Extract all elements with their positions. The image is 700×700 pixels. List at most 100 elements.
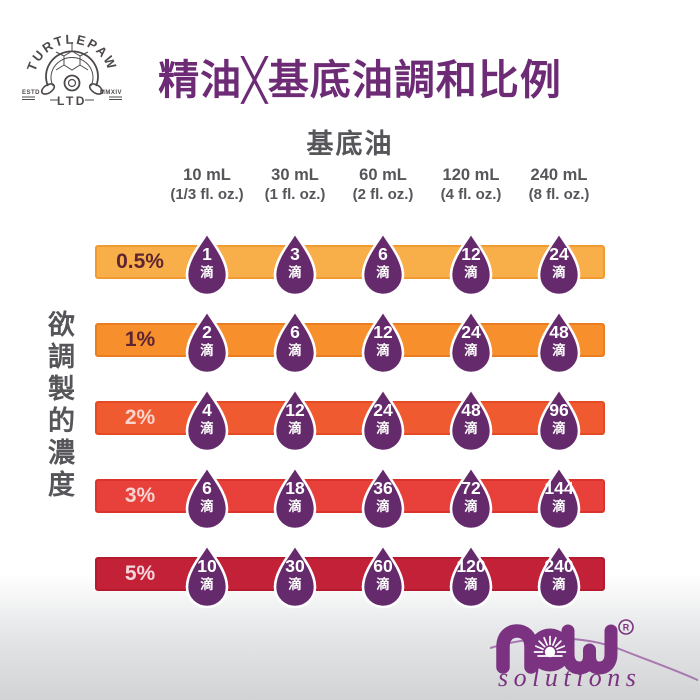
column-volume: 10 mL [183,166,231,184]
drop-count-0.5%-240mL: 24 滴 [532,230,586,299]
drop-number: 6 [202,478,212,498]
drop-number: 1 [202,244,212,264]
dilution-percent-label: 0.5% [116,250,164,273]
drop-number: 120 [456,556,486,576]
column-ounces: (4 fl. oz.) [440,186,502,203]
drop-unit: 滴 [200,265,214,280]
dilution-bar-2%: 2% [95,401,605,435]
drop-unit: 滴 [288,265,302,280]
drop-count-1%-240mL: 48 滴 [532,308,586,377]
drop-number: 10 [197,556,217,576]
drop-number: 48 [461,400,481,420]
drop-count-1%-60mL: 12 滴 [356,308,410,377]
droplet-icon [185,386,229,453]
column-header-240-ml: 240 mL (8 fl. oz.) [529,166,590,204]
drop-unit: 滴 [464,265,478,280]
drop-number: 2 [202,322,212,342]
drop-number: 48 [549,322,569,342]
droplet-icon [537,308,581,375]
turtle-icon [40,43,104,95]
drop-count-2%-30mL: 12 滴 [268,386,322,455]
drop-count-2%-60mL: 24 滴 [356,386,410,455]
drop-count-5%-60mL: 60 滴 [356,542,410,611]
column-ounces: (1/3 fl. oz.) [170,186,244,203]
drop-unit: 滴 [552,421,566,436]
droplet-icon [185,308,229,375]
droplet-icon [273,230,317,297]
drop-count-5%-30mL: 30 滴 [268,542,322,611]
droplet-icon [449,308,493,375]
droplet-icon [361,308,405,375]
drop-unit: 滴 [200,421,214,436]
droplet-icon [361,464,405,531]
droplet-icon [361,386,405,453]
drop-count-3%-240mL: 144 滴 [532,464,586,533]
concentration-axis-label: 欲調製的濃度 [44,310,74,502]
brand-estd-text: ESTD [22,90,40,96]
drop-number: 12 [373,322,393,342]
dilution-bar-3%: 3% [95,479,605,513]
column-ounces: (1 fl. oz.) [264,186,326,203]
column-header-120-ml: 120 mL (4 fl. oz.) [441,166,502,204]
svg-text:R: R [623,623,630,633]
droplet-icon [361,542,405,609]
droplet-icon [449,386,493,453]
droplet-icon [537,464,581,531]
page-title: 精油╳基底油調和比例 [158,57,562,103]
drop-number: 240 [544,556,574,576]
drop-number: 36 [373,478,393,498]
column-header-30-ml: 30 mL (1 fl. oz.) [265,166,326,204]
drop-number: 3 [290,244,300,264]
drop-number: 6 [378,244,388,264]
dilution-bar-1%: 1% [95,323,605,357]
column-volume: 60 mL [359,166,407,184]
dilution-bar-5%: 5% [95,557,605,591]
droplet-icon [537,386,581,453]
drop-unit: 滴 [200,499,214,514]
drop-count-3%-120mL: 72 滴 [444,464,498,533]
drop-unit: 滴 [376,577,390,592]
drop-unit: 滴 [464,421,478,436]
now-solutions-logo: R solutions [490,619,698,692]
dilution-percent-label: 5% [124,562,156,585]
drop-number: 24 [549,244,569,264]
registered-mark: R [618,619,634,635]
now-wordmark [496,624,618,675]
drop-unit: 滴 [376,265,390,280]
solutions-text: solutions [498,663,641,692]
droplet-icon [449,464,493,531]
column-volume: 240 mL [530,166,588,184]
drop-unit: 滴 [552,265,566,280]
drop-count-3%-60mL: 36 滴 [356,464,410,533]
droplet-icon [361,230,405,297]
drop-number: 4 [202,400,212,420]
drop-unit: 滴 [376,343,390,358]
turtlepaw-logo: TURTLEPAW LTD ESTD MMXIV [22,32,122,108]
drop-unit: 滴 [376,499,390,514]
droplet-icon [449,230,493,297]
brand-year-text: MMXIV [100,90,122,96]
drop-number: 144 [544,478,574,498]
drop-count-2%-120mL: 48 滴 [444,386,498,455]
drop-count-5%-10mL: 10 滴 [180,542,234,611]
drop-count-0.5%-120mL: 12 滴 [444,230,498,299]
dilution-percent-label: 3% [124,484,156,507]
drop-number: 24 [373,400,393,420]
drop-unit: 滴 [552,499,566,514]
carrier-oil-header: 基底油 [306,129,394,159]
droplet-icon [185,542,229,609]
drop-count-5%-240mL: 240 滴 [532,542,586,611]
drop-number: 12 [461,244,481,264]
droplet-icon [449,542,493,609]
column-ounces: (2 fl. oz.) [352,186,414,203]
drop-unit: 滴 [288,577,302,592]
drop-unit: 滴 [552,343,566,358]
drop-unit: 滴 [288,343,302,358]
droplet-icon [537,542,581,609]
drop-unit: 滴 [464,343,478,358]
